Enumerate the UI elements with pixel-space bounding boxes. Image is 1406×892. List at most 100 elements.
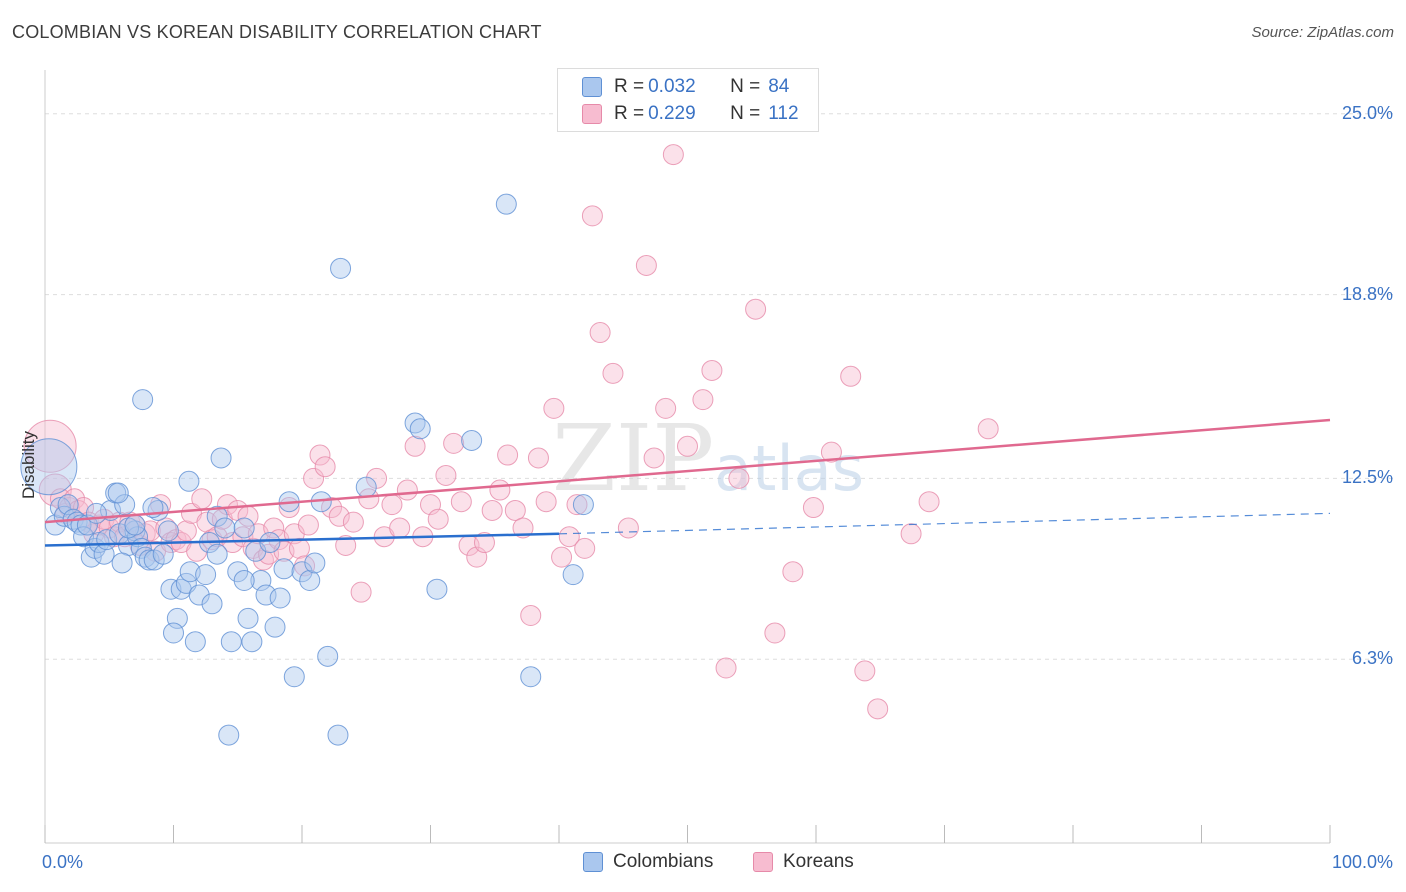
colombian-point [195, 564, 217, 586]
korean-point [617, 517, 639, 539]
korean-point [574, 537, 596, 559]
colombian-point [210, 447, 232, 469]
colombian-point [179, 561, 201, 583]
korean-point [589, 322, 611, 344]
colombian-point [85, 502, 107, 524]
legend-row-koreans: R = 0.229 N = 112 [582, 102, 799, 126]
colombian-point [152, 543, 174, 565]
korean-point [335, 534, 357, 556]
colombian-point [241, 631, 263, 653]
colombian-point [124, 514, 146, 536]
korean-point [820, 441, 842, 463]
korean-point [867, 698, 889, 720]
y-tick-label: 12.5% [1341, 467, 1393, 488]
colombian-point [237, 607, 259, 629]
korean-point [701, 359, 723, 381]
korean-point [512, 517, 534, 539]
x-tick-label-min: 0.0% [42, 852, 84, 872]
korean-point [581, 205, 603, 227]
korean-point [489, 479, 511, 501]
colombian-point [283, 666, 305, 688]
colombians-trend-line [44, 532, 560, 547]
trend-layer [44, 418, 1331, 547]
colombian-point [264, 616, 286, 638]
colombian-point [134, 546, 156, 568]
points-layer [20, 144, 999, 746]
korean-point [643, 447, 665, 469]
korean-point [381, 494, 403, 516]
colombian-point [227, 561, 249, 583]
colombian-point [273, 558, 295, 580]
korean-point [404, 435, 426, 457]
korean-point [504, 499, 526, 521]
colombian-point [330, 257, 352, 279]
korean-point [435, 464, 457, 486]
colombian-point [218, 724, 240, 746]
korean-point [715, 657, 737, 679]
colombian-point [304, 552, 326, 574]
korean-point [427, 508, 449, 530]
korean-point [175, 520, 197, 542]
colombian-point [220, 631, 242, 653]
source-label: Source: ZipAtlas.com [1251, 24, 1394, 41]
korean-point [728, 467, 750, 489]
korean-point [543, 397, 565, 419]
y-axis-label: Disability [19, 430, 38, 500]
colombian-point [214, 517, 236, 539]
r-label: R = [614, 103, 645, 124]
korean-point [551, 546, 573, 568]
korean-point [662, 144, 684, 166]
korean-point [900, 523, 922, 545]
korean-point [23, 419, 77, 473]
korean-point [191, 488, 213, 510]
colombian-point [111, 552, 133, 574]
colombian-point [317, 645, 339, 667]
colombian-point [107, 482, 129, 504]
colombian-point [132, 389, 154, 411]
colombian-point [206, 543, 228, 565]
colombian-point [188, 584, 210, 606]
colombian-point [495, 193, 517, 215]
korean-point [350, 581, 372, 603]
korean-point [802, 497, 824, 519]
colombians-swatch [582, 77, 602, 97]
korean-point [473, 532, 495, 554]
korean-point [566, 494, 588, 516]
colombian-point [138, 549, 160, 571]
correlation-legend: R = 0.032 N = 84 R = 0.229 N = 112 [557, 68, 819, 132]
korean-point [450, 491, 472, 513]
colombian-point [269, 587, 291, 609]
korean-point [321, 497, 343, 519]
r-value: 0.032 [648, 76, 696, 97]
korean-point [692, 389, 714, 411]
korean-point [396, 479, 418, 501]
chart-title: COLOMBIAN VS KOREAN DISABILITY CORRELATI… [12, 22, 542, 42]
korean-point [854, 660, 876, 682]
n-value: 112 [768, 103, 799, 124]
colombian-point [178, 470, 200, 492]
y-tick-label: 25.0% [1341, 102, 1393, 123]
colombian-point [562, 564, 584, 586]
korean-point [602, 362, 624, 384]
korean-point [745, 298, 767, 320]
colombian-point [233, 517, 255, 539]
colombian-point [184, 631, 206, 653]
korean-point [918, 491, 940, 513]
y-axis-label-box: Disability [14, 430, 44, 500]
colombian-point [461, 429, 483, 451]
colombian-point [409, 418, 431, 440]
colombian-point [20, 438, 78, 496]
korean-point [977, 418, 999, 440]
korean-point [677, 435, 698, 457]
colombian-point [572, 494, 594, 516]
colombian-point [163, 622, 184, 644]
colombian-point [520, 666, 542, 688]
legend-item-koreans: Koreans [753, 851, 854, 873]
colombian-point [206, 505, 228, 527]
n-value: 84 [768, 76, 790, 97]
r-value: 0.229 [648, 103, 696, 124]
watermark: ZIPatlas [552, 405, 864, 512]
korean-point [782, 561, 804, 583]
colombian-point [259, 532, 281, 554]
